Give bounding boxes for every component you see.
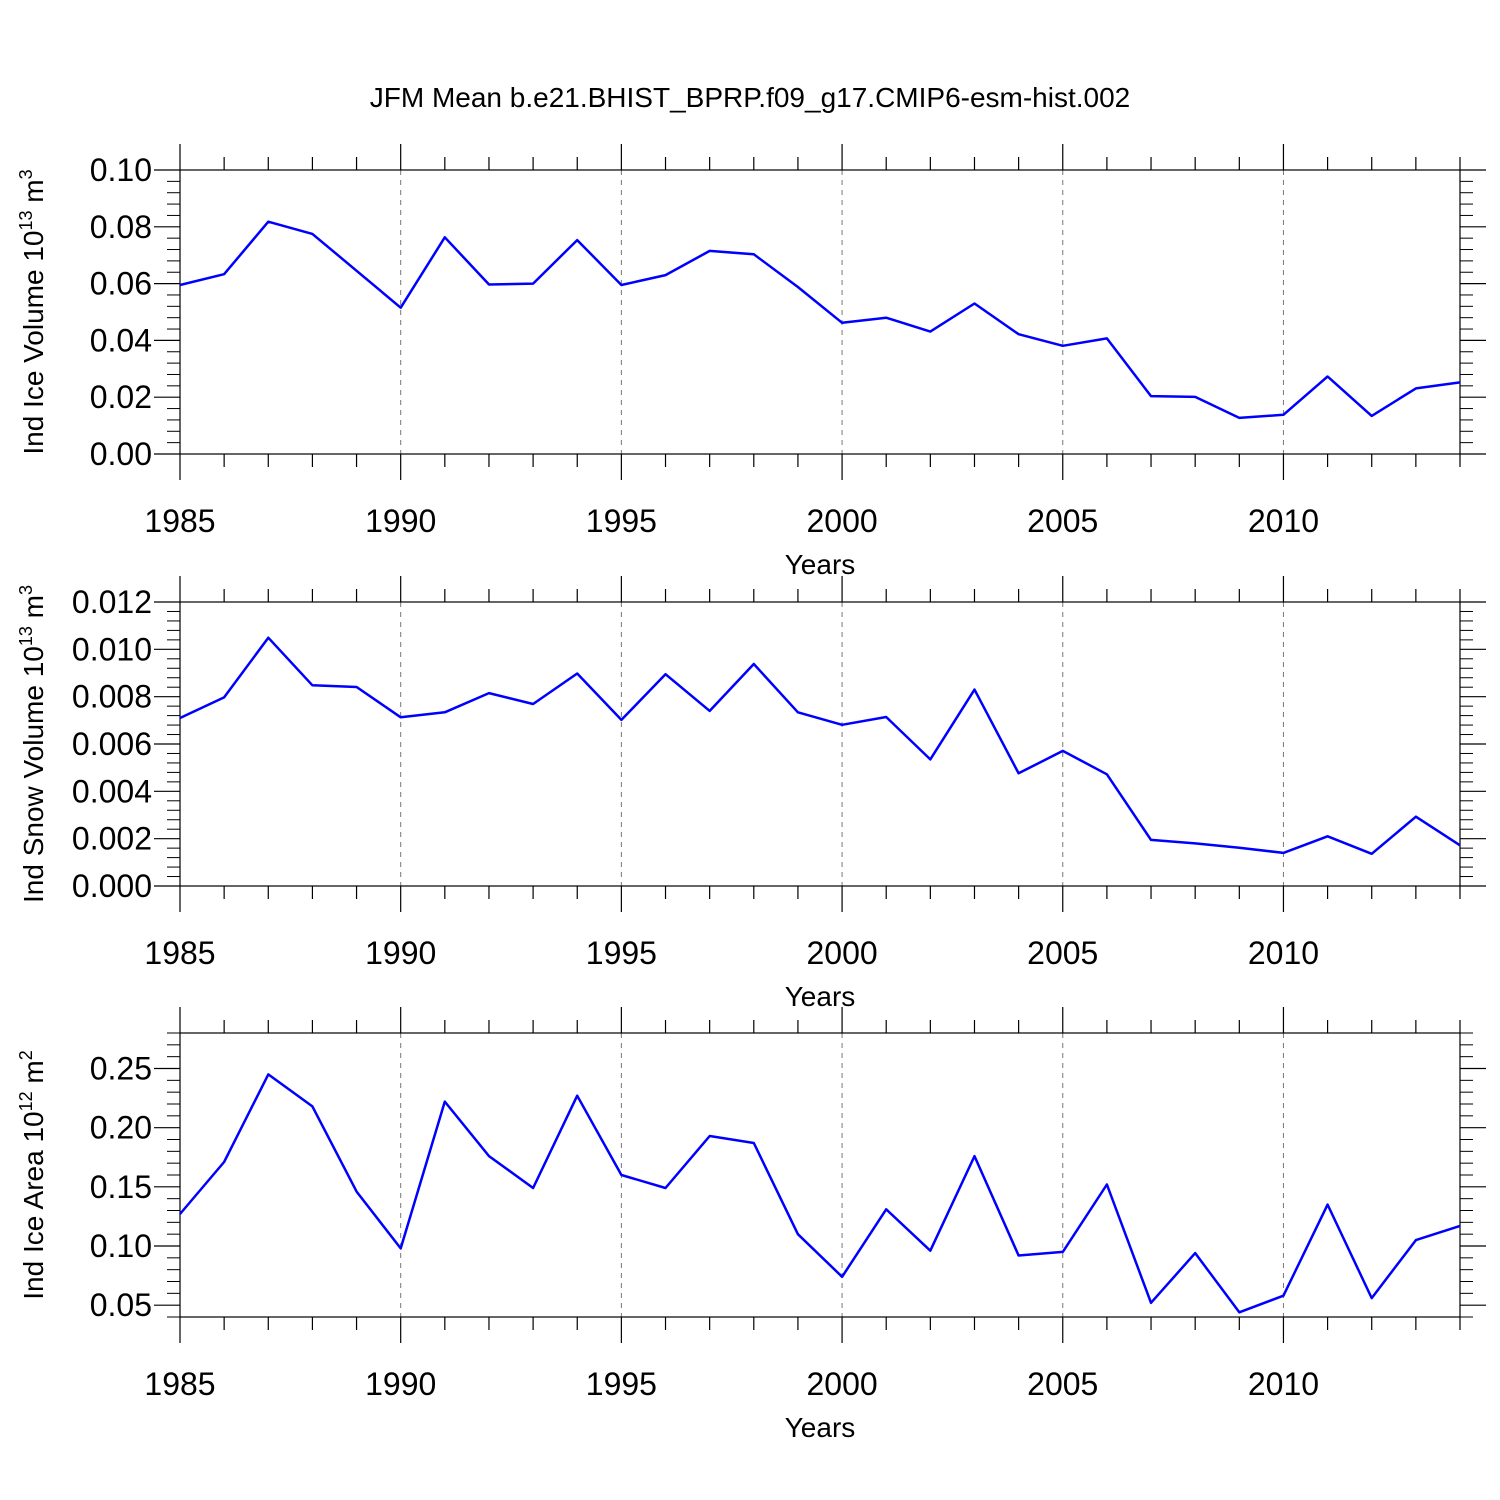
y-axis-label: Ind Snow Volume 1013 m3 bbox=[16, 585, 49, 903]
y-tick-label: 0.012 bbox=[72, 584, 152, 620]
x-tick-label: 1995 bbox=[586, 503, 657, 539]
y-tick-label: 0.004 bbox=[72, 773, 152, 809]
x-tick-label: 1990 bbox=[365, 1366, 436, 1402]
figure-title: JFM Mean b.e21.BHIST_BPRP.f09_g17.CMIP6-… bbox=[370, 82, 1131, 113]
x-tick-label: 1995 bbox=[586, 1366, 657, 1402]
y-tick-label: 0.08 bbox=[90, 209, 152, 245]
plot-frame bbox=[179, 1032, 1461, 1318]
x-tick-label: 2005 bbox=[1027, 935, 1098, 971]
x-tick-label: 2000 bbox=[806, 1366, 877, 1402]
series-line bbox=[179, 1073, 1461, 1314]
x-tick-label: 2000 bbox=[806, 935, 877, 971]
y-tick-label: 0.006 bbox=[72, 726, 152, 762]
y-tick-label: 0.06 bbox=[90, 266, 152, 302]
x-tick-label: 2010 bbox=[1248, 1366, 1319, 1402]
y-axis-label: Ind Ice Volume 1013 m3 bbox=[16, 169, 49, 454]
x-tick-label: 1985 bbox=[144, 1366, 215, 1402]
x-axis-label: Years bbox=[785, 981, 856, 1012]
y-tick-label: 0.02 bbox=[90, 379, 152, 415]
chart-panel-2: 0.000 0.002 0.004 0.006 0.008 0.010 0.012 1985 1… bbox=[16, 576, 1486, 1012]
y-tick-label: 0.15 bbox=[90, 1169, 152, 1205]
y-tick-label: 0.010 bbox=[72, 631, 152, 667]
x-tick-label: 2010 bbox=[1248, 935, 1319, 971]
x-tick-label: 1995 bbox=[586, 935, 657, 971]
y-tick-label: 0.000 bbox=[72, 868, 152, 904]
x-axis-label: Years bbox=[785, 549, 856, 580]
y-tick-label: 0.002 bbox=[72, 821, 152, 857]
series-line bbox=[179, 636, 1461, 856]
y-tick-label: 0.10 bbox=[90, 152, 152, 188]
x-tick-label: 1985 bbox=[144, 503, 215, 539]
x-tick-label: 1990 bbox=[365, 935, 436, 971]
y-axis-label: Ind Ice Area 1012 m2 bbox=[16, 1050, 49, 1300]
x-tick-label: 2000 bbox=[806, 503, 877, 539]
y-tick-label: 0.008 bbox=[72, 679, 152, 715]
x-tick-label: 2010 bbox=[1248, 503, 1319, 539]
x-tick-label: 2005 bbox=[1027, 1366, 1098, 1402]
x-axis-label: Years bbox=[785, 1412, 856, 1443]
plot-frame bbox=[179, 601, 1461, 887]
y-tick-label: 0.25 bbox=[90, 1051, 152, 1087]
y-tick-label: 0.05 bbox=[90, 1287, 152, 1323]
chart-panel-3: 0.05 0.10 0.15 0.20 0.25 1985 1990 1995 2000 2005… bbox=[16, 1007, 1486, 1443]
plot-frame bbox=[179, 169, 1461, 455]
x-tick-label: 1985 bbox=[144, 935, 215, 971]
y-tick-label: 0.04 bbox=[90, 322, 152, 358]
y-tick-label: 0.00 bbox=[90, 436, 152, 472]
x-tick-label: 1990 bbox=[365, 503, 436, 539]
x-tick-label: 2005 bbox=[1027, 503, 1098, 539]
series-line bbox=[179, 220, 1461, 420]
y-tick-label: 0.10 bbox=[90, 1228, 152, 1264]
panels: 0.00 0.02 0.04 0.06 0.08 0.10 1985 1990 1995 2000… bbox=[16, 144, 1486, 1443]
y-tick-label: 0.20 bbox=[90, 1110, 152, 1146]
chart-panel-1: 0.00 0.02 0.04 0.06 0.08 0.10 1985 1990 1995 2000… bbox=[16, 144, 1486, 580]
